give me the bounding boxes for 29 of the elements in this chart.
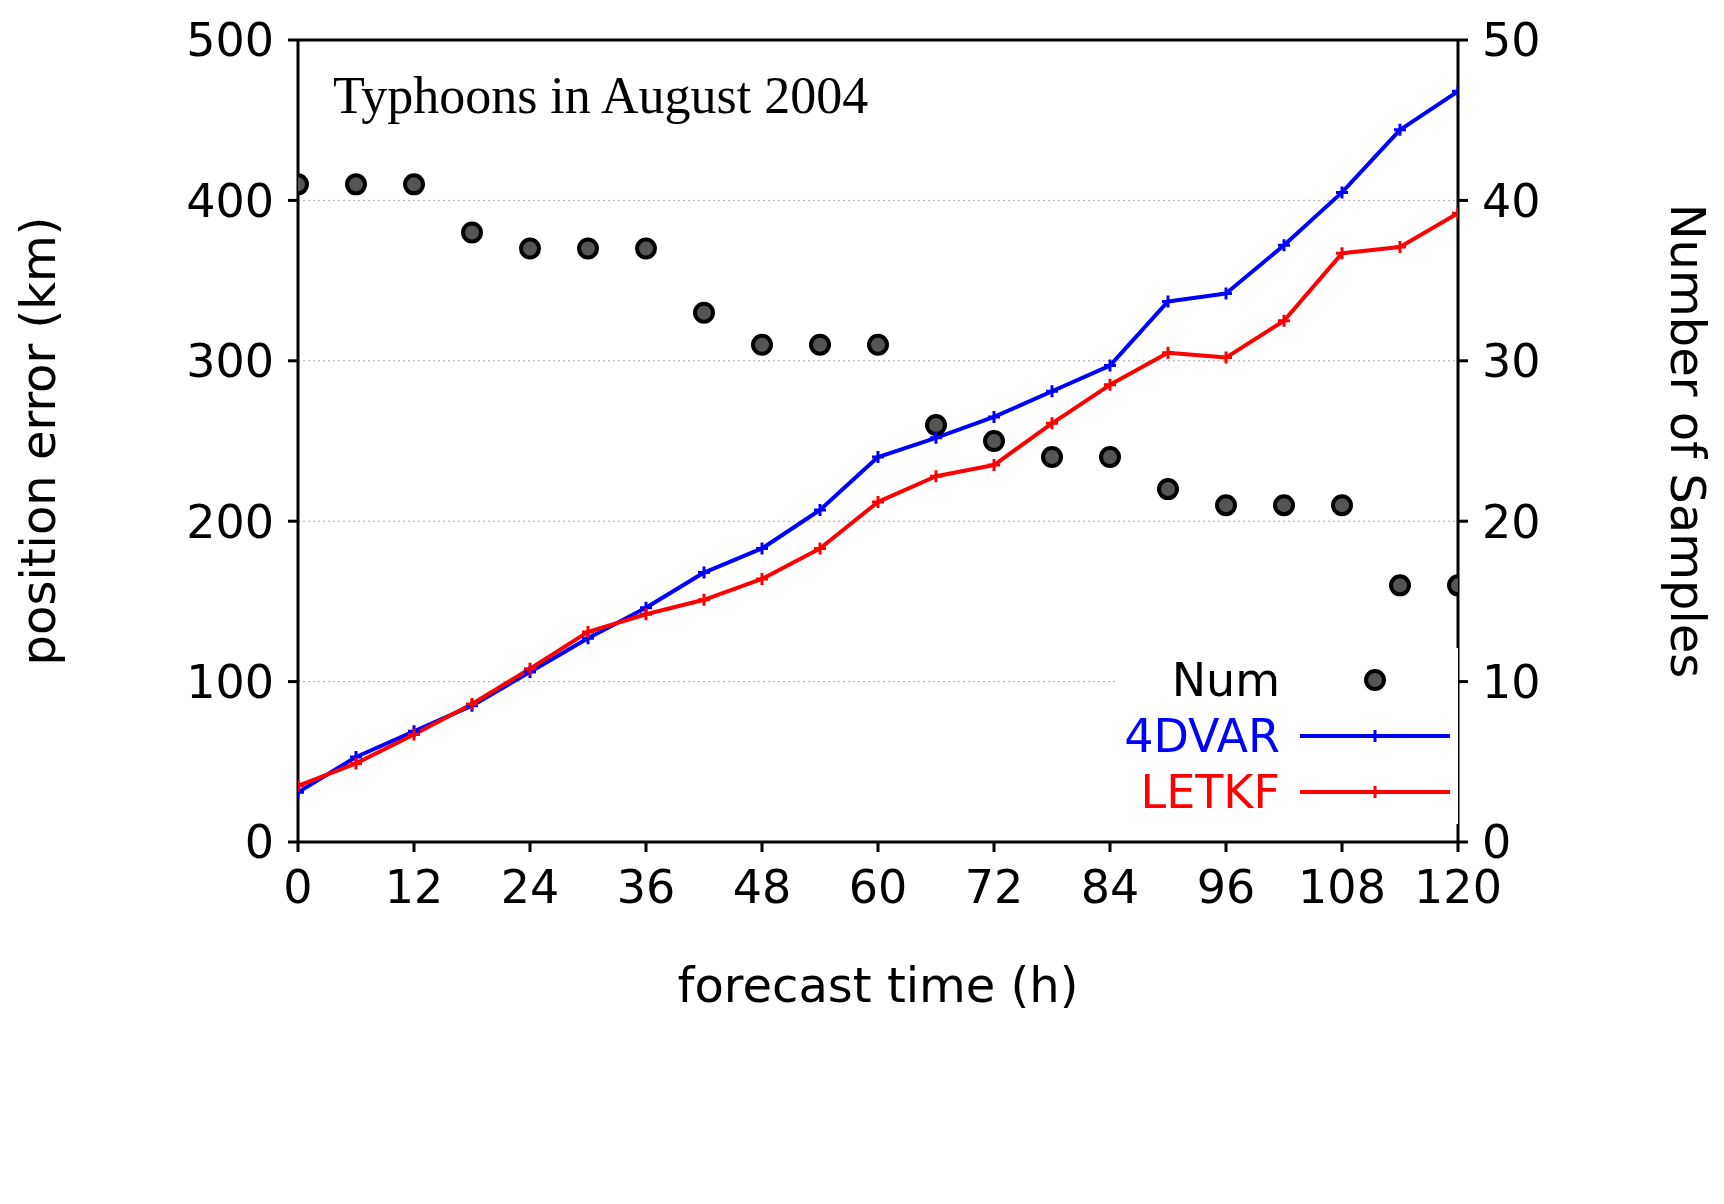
x-tick-label: 48 [732, 859, 792, 914]
y2-tick-label: 30 [1482, 334, 1541, 389]
y-axis-title: position error (km) [10, 216, 67, 666]
y2-tick-label: 20 [1482, 494, 1541, 549]
x-tick-label: 120 [1414, 859, 1502, 914]
y-tick-label: 100 [186, 654, 274, 709]
y-tick-label: 0 [244, 815, 274, 870]
x-tick-label: 60 [848, 859, 908, 914]
y-tick-label: 500 [186, 13, 274, 68]
legend-label: 4DVAR [1124, 709, 1280, 763]
y2-tick-label: 40 [1482, 173, 1541, 228]
x-tick-label: 96 [1196, 859, 1256, 914]
x-tick-label: 0 [283, 859, 313, 914]
x-tick-label: 12 [384, 859, 444, 914]
legend-label: Num [1171, 653, 1280, 707]
text: Typhoons in August 2004 [333, 66, 869, 125]
x-tick-label: 84 [1080, 859, 1140, 914]
y-tick-label: 200 [186, 494, 274, 549]
x-tick-label: 36 [616, 859, 676, 914]
x-axis-title: forecast time (h) [677, 957, 1079, 1013]
y-tick-label: 300 [186, 334, 274, 389]
y2-tick-label: 50 [1482, 13, 1541, 68]
y2-tick-label: 10 [1482, 654, 1541, 709]
y-tick-label: 400 [186, 173, 274, 228]
x-tick-label: 24 [500, 859, 560, 914]
legend-label: LETKF [1140, 765, 1280, 819]
x-tick-label: 108 [1298, 859, 1386, 914]
y2-axis-title: Number of Samples [1659, 203, 1716, 679]
x-tick-label: 72 [964, 859, 1024, 914]
